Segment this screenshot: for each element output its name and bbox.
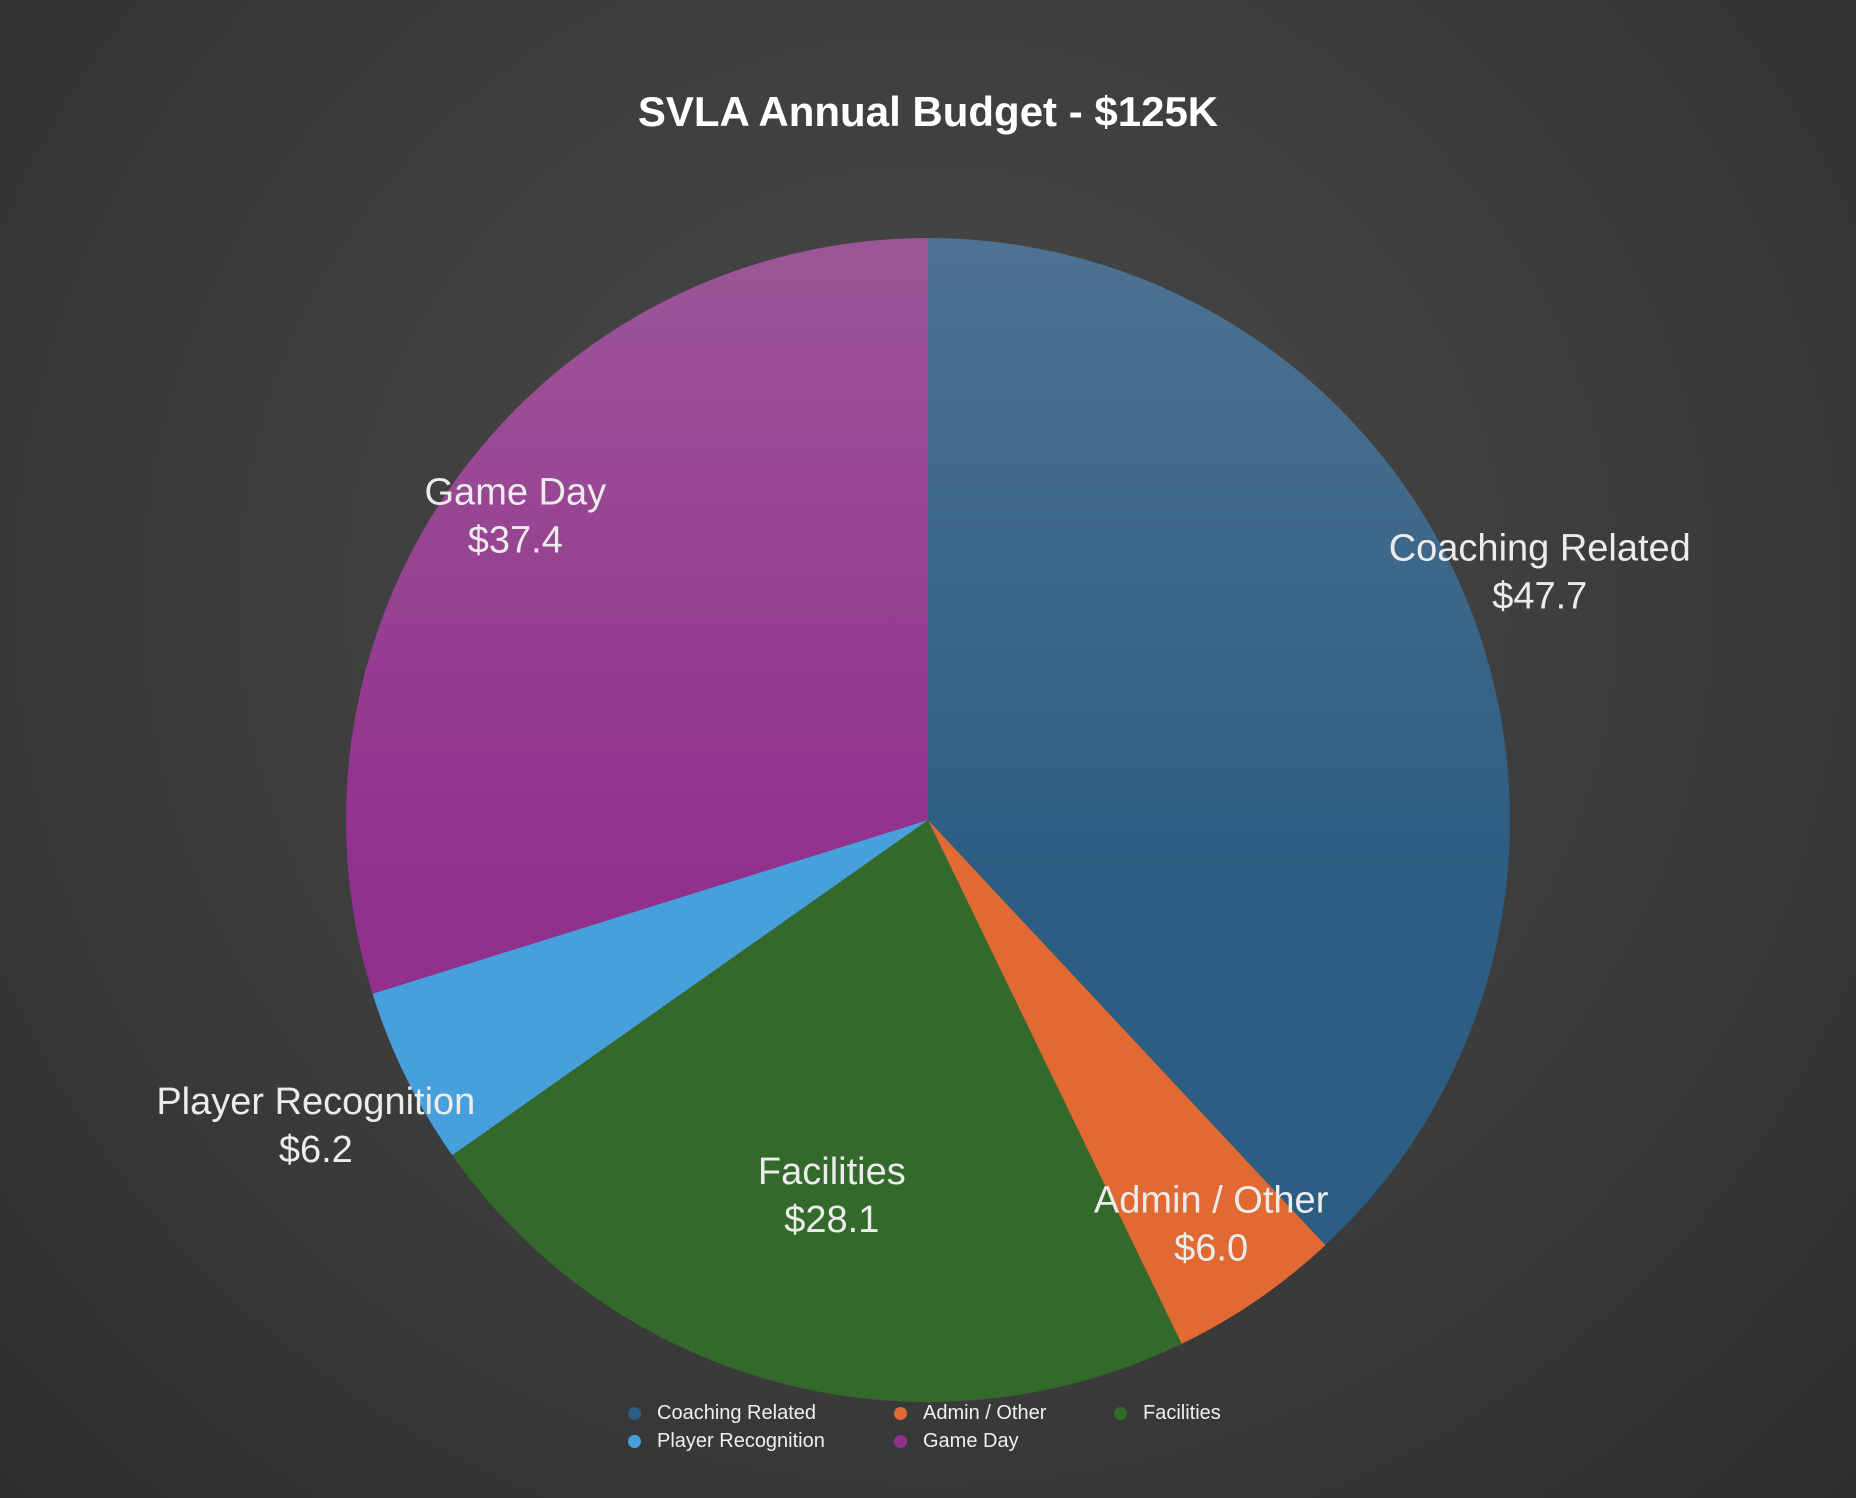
legend-label: Facilities xyxy=(1143,1401,1221,1424)
legend-label: Coaching Related xyxy=(657,1401,816,1424)
slice-label-player-recognition: Player Recognition xyxy=(156,1081,475,1123)
legend-item-coaching-related[interactable]: Coaching Related xyxy=(628,1401,894,1425)
legend-item-facilities[interactable]: Facilities xyxy=(1114,1401,1264,1425)
labels-layer: Coaching Related $47.7 Admin / Other $6.0 Fa… xyxy=(156,472,1690,1270)
legend-swatch-icon xyxy=(894,1434,907,1448)
slices-layer xyxy=(345,238,1511,1402)
legend: Coaching Related Admin / Other Facilities P… xyxy=(628,1401,1268,1453)
pie-slice-facilities xyxy=(452,820,1182,1402)
legend-item-game-day[interactable]: Game Day xyxy=(894,1429,1114,1453)
slice-label-coaching-related: Coaching Related xyxy=(1389,528,1691,570)
slice-value-game-day: $37.4 xyxy=(468,520,563,562)
slice-value-player-recognition: $6.2 xyxy=(279,1129,353,1171)
pie-slice-coaching-related xyxy=(928,238,1511,1246)
legend-swatch-icon xyxy=(628,1406,641,1420)
pie-slice-player-recognition xyxy=(372,820,929,1156)
legend-swatch-icon xyxy=(628,1434,641,1448)
slice-value-admin-other: $6.0 xyxy=(1174,1228,1248,1270)
legend-swatch-icon xyxy=(1114,1406,1127,1420)
legend-label: Player Recognition xyxy=(657,1429,825,1452)
slice-label-admin-other: Admin / Other xyxy=(1094,1180,1329,1222)
legend-item-admin-other[interactable]: Admin / Other xyxy=(894,1401,1114,1425)
legend-item-player-recognition[interactable]: Player Recognition xyxy=(628,1429,894,1453)
chart-title: SVLA Annual Budget - $125K xyxy=(637,88,1219,135)
legend-swatch-icon xyxy=(894,1406,907,1420)
legend-label: Admin / Other xyxy=(923,1401,1047,1424)
pie-slice-admin-other xyxy=(928,820,1326,1344)
slice-value-coaching-related: $47.7 xyxy=(1492,576,1587,618)
pie-slice-game-day xyxy=(345,238,928,994)
slice-value-facilities: $28.1 xyxy=(784,1199,879,1241)
legend-label: Game Day xyxy=(923,1429,1019,1452)
slice-label-facilities: Facilities xyxy=(758,1151,906,1193)
slice-label-game-day: Game Day xyxy=(425,472,607,514)
